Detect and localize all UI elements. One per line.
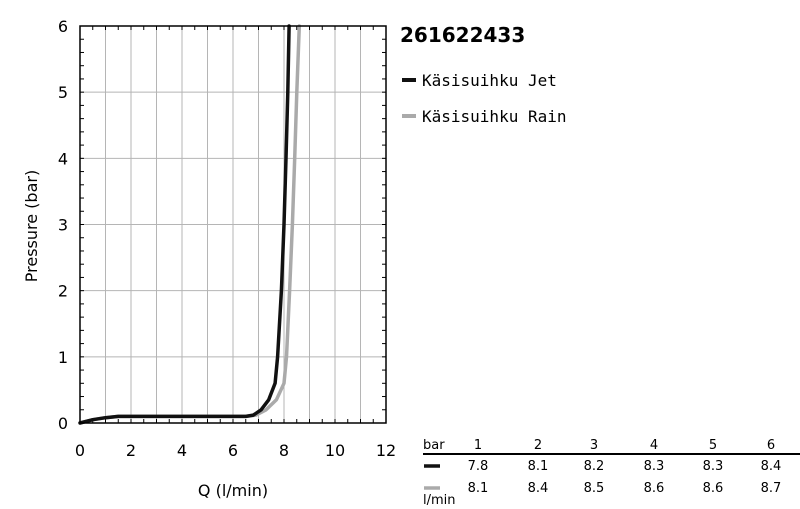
legend: Käsisuihku Jet Käsisuihku Rain [402, 71, 567, 126]
table-pressure-label: bar [423, 438, 445, 453]
plot-grid [80, 26, 386, 423]
table-flow-value: 8.6 [644, 481, 665, 496]
table-flow-value: 7.8 [468, 459, 489, 474]
y-tick-label: 2 [58, 282, 68, 301]
legend-label: Käsisuihku Jet [422, 71, 557, 90]
plot-frame [79, 25, 387, 424]
table-pressure-value: 4 [650, 438, 658, 453]
y-tick-labels: 0 1 2 3 4 5 6 [58, 17, 68, 433]
table-flow-value: 8.1 [468, 481, 489, 496]
y-axis-title: Pressure (bar) [22, 170, 41, 282]
x-axis-title: Q (l/min) [198, 481, 268, 500]
table-pressure-value: 6 [767, 438, 775, 453]
series-layer [78, 24, 302, 425]
y-tick-label: 4 [58, 149, 68, 168]
table-flow-value: 8.4 [761, 459, 782, 474]
y-tick-label: 6 [58, 17, 68, 36]
table-flow-value: 8.3 [703, 459, 724, 474]
y-tick-label: 1 [58, 348, 68, 367]
x-tick-label: 10 [325, 441, 345, 460]
table-flow-label: l/min [423, 493, 456, 508]
table-flow-value: 8.3 [644, 459, 665, 474]
table-pressure-value: 5 [709, 438, 717, 453]
table-pressure-value: 2 [534, 438, 542, 453]
flow-table: bar 1 2 3 4 5 6 7.8 8.1 8.2 8.3 8.3 8.4 8.1 8.4 8.5 8.6 8… [423, 438, 800, 508]
table-flow-value: 8.5 [584, 481, 605, 496]
x-tick-label: 12 [376, 441, 396, 460]
chart-title: 261622433 [400, 23, 525, 47]
table-flow-value: 8.4 [528, 481, 549, 496]
x-tick-label: 2 [126, 441, 136, 460]
x-tick-label: 6 [228, 441, 238, 460]
y-tick-label: 3 [58, 216, 68, 235]
x-tick-labels: 0 2 4 6 8 10 12 [75, 441, 396, 460]
series-line-1 [78, 24, 291, 425]
y-tick-label: 0 [58, 414, 68, 433]
y-tick-label: 5 [58, 83, 68, 102]
x-tick-label: 8 [279, 441, 289, 460]
table-flow-value: 8.1 [528, 459, 549, 474]
table-flow-value: 8.2 [584, 459, 605, 474]
legend-label: Käsisuihku Rain [422, 107, 567, 126]
table-pressure-value: 1 [474, 438, 482, 453]
table-pressure-value: 3 [590, 438, 598, 453]
x-tick-label: 0 [75, 441, 85, 460]
table-flow-value: 8.7 [761, 481, 782, 496]
x-tick-label: 4 [177, 441, 187, 460]
table-flow-value: 8.6 [703, 481, 724, 496]
